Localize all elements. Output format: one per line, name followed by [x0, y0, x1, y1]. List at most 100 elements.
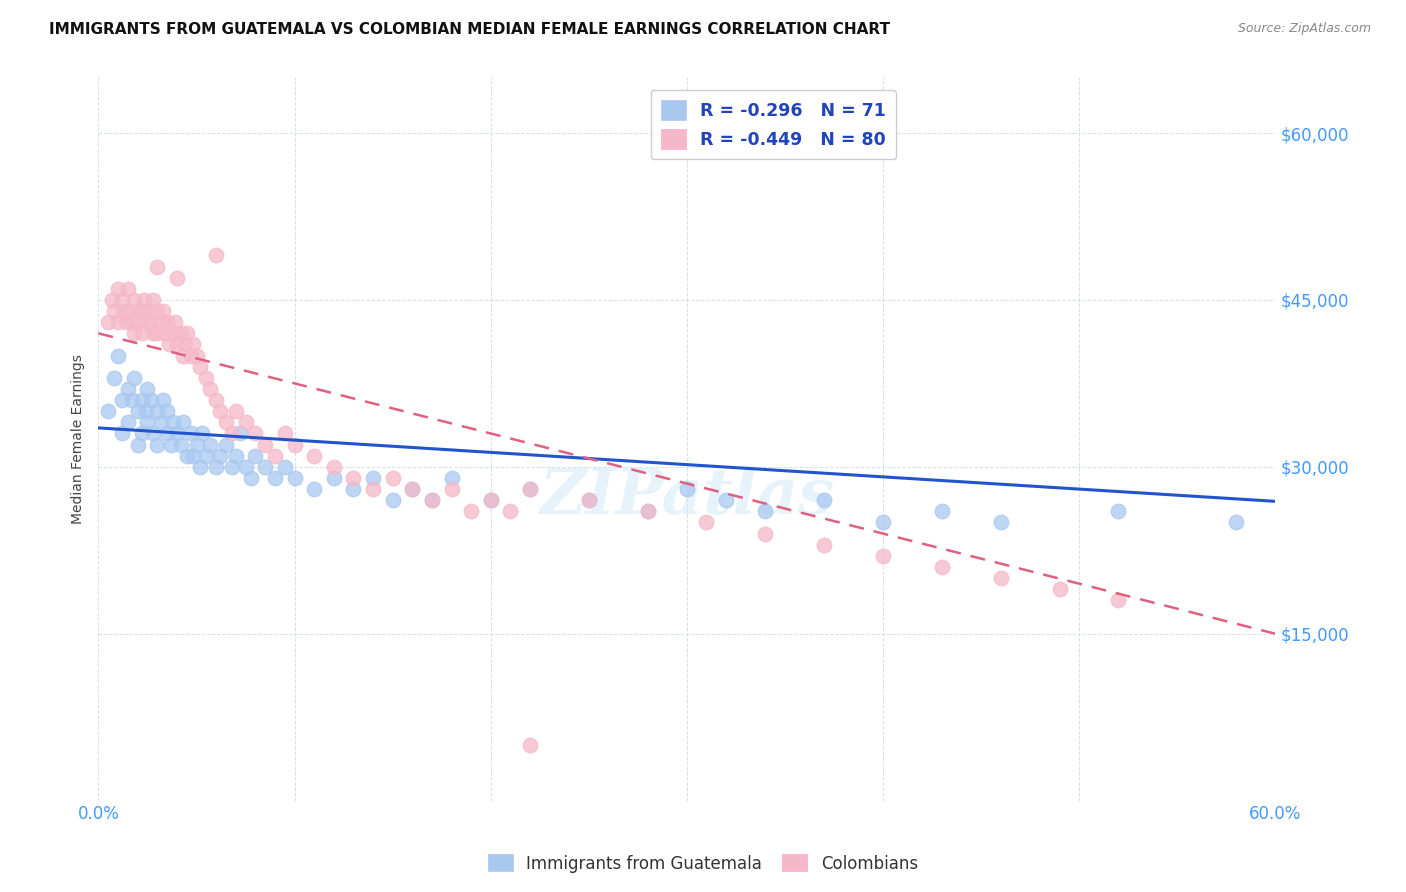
Point — [157, 337, 180, 351]
Point — [342, 482, 364, 496]
Point — [813, 493, 835, 508]
Point — [107, 282, 129, 296]
Point — [254, 437, 277, 451]
Point — [127, 304, 149, 318]
Point — [153, 326, 176, 341]
Point — [1107, 593, 1129, 607]
Point — [180, 426, 202, 441]
Point — [637, 504, 659, 518]
Point — [1225, 516, 1247, 530]
Point — [361, 482, 384, 496]
Point — [107, 349, 129, 363]
Point — [163, 315, 186, 329]
Point — [361, 471, 384, 485]
Point — [121, 393, 143, 408]
Point — [172, 415, 194, 429]
Legend: Immigrants from Guatemala, Colombians: Immigrants from Guatemala, Colombians — [481, 847, 925, 880]
Point — [136, 382, 159, 396]
Point — [97, 315, 120, 329]
Point — [107, 315, 129, 329]
Point — [142, 326, 165, 341]
Point — [150, 415, 173, 429]
Point — [142, 293, 165, 307]
Point — [990, 571, 1012, 585]
Point — [440, 471, 463, 485]
Point — [117, 415, 139, 429]
Point — [132, 293, 155, 307]
Point — [381, 493, 404, 508]
Point — [152, 304, 174, 318]
Point — [205, 248, 228, 262]
Point — [460, 504, 482, 518]
Point — [127, 315, 149, 329]
Point — [225, 404, 247, 418]
Point — [302, 449, 325, 463]
Point — [180, 349, 202, 363]
Point — [122, 326, 145, 341]
Text: ZIPatlas: ZIPatlas — [540, 467, 835, 528]
Point — [141, 393, 163, 408]
Point — [131, 393, 153, 408]
Point — [190, 459, 212, 474]
Point — [499, 504, 522, 518]
Point — [127, 404, 149, 418]
Point — [156, 315, 179, 329]
Point — [117, 282, 139, 296]
Point — [381, 471, 404, 485]
Text: IMMIGRANTS FROM GUATEMALA VS COLOMBIAN MEDIAN FEMALE EARNINGS CORRELATION CHART: IMMIGRANTS FROM GUATEMALA VS COLOMBIAN M… — [49, 22, 890, 37]
Point — [97, 404, 120, 418]
Point — [205, 393, 228, 408]
Point — [322, 471, 344, 485]
Point — [195, 371, 218, 385]
Point — [173, 337, 195, 351]
Point — [122, 293, 145, 307]
Point — [150, 315, 173, 329]
Point — [931, 560, 953, 574]
Point — [112, 304, 135, 318]
Point — [264, 471, 287, 485]
Point — [274, 459, 297, 474]
Point — [131, 304, 153, 318]
Point — [136, 415, 159, 429]
Point — [225, 449, 247, 463]
Point — [103, 304, 125, 318]
Point — [676, 482, 699, 496]
Point — [111, 393, 134, 408]
Point — [186, 349, 208, 363]
Point — [115, 315, 138, 329]
Point — [813, 538, 835, 552]
Point — [166, 337, 188, 351]
Point — [146, 326, 169, 341]
Point — [209, 404, 232, 418]
Point — [228, 426, 250, 441]
Point — [714, 493, 737, 508]
Point — [342, 471, 364, 485]
Point — [401, 482, 423, 496]
Point — [131, 326, 153, 341]
Point — [160, 437, 183, 451]
Y-axis label: Median Female Earnings: Median Female Earnings — [72, 354, 86, 524]
Point — [578, 493, 600, 508]
Point — [141, 315, 163, 329]
Point — [245, 426, 267, 441]
Point — [195, 449, 218, 463]
Point — [519, 482, 541, 496]
Point — [146, 437, 169, 451]
Point — [200, 382, 222, 396]
Point — [302, 482, 325, 496]
Point — [1107, 504, 1129, 518]
Point — [205, 459, 228, 474]
Point — [990, 516, 1012, 530]
Point — [209, 449, 232, 463]
Point — [162, 415, 184, 429]
Point — [166, 270, 188, 285]
Point — [166, 426, 188, 441]
Point — [420, 493, 443, 508]
Point — [420, 493, 443, 508]
Point — [136, 304, 159, 318]
Legend: R = -0.296   N = 71, R = -0.449   N = 80: R = -0.296 N = 71, R = -0.449 N = 80 — [651, 90, 896, 160]
Point — [111, 293, 134, 307]
Point — [190, 359, 212, 374]
Point — [637, 504, 659, 518]
Point — [245, 449, 267, 463]
